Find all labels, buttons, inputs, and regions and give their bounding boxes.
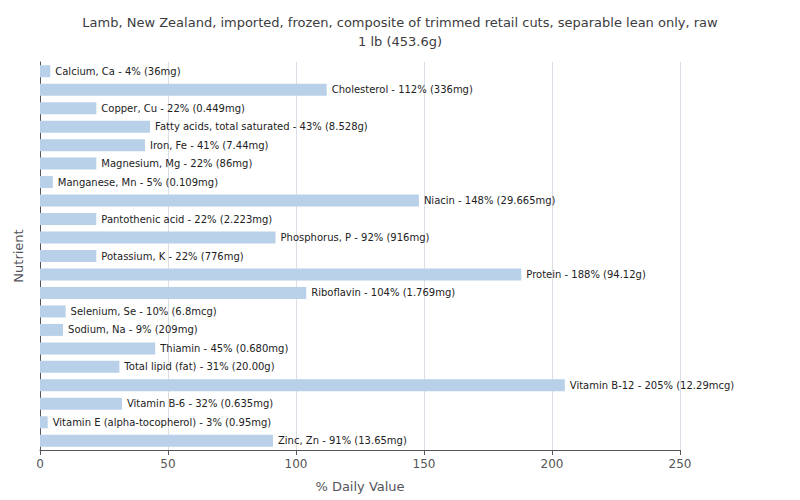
svg-text:Total lipid (fat) - 31% (20.00: Total lipid (fat) - 31% (20.00g) bbox=[123, 361, 274, 372]
svg-text:Calcium, Ca - 4% (36mg): Calcium, Ca - 4% (36mg) bbox=[55, 66, 180, 77]
svg-text:Niacin - 148% (29.665mg): Niacin - 148% (29.665mg) bbox=[424, 195, 556, 206]
svg-text:150: 150 bbox=[413, 457, 436, 471]
svg-text:Lamb, New Zealand, imported, f: Lamb, New Zealand, imported, frozen, com… bbox=[82, 15, 718, 30]
svg-text:Potassium, K - 22% (776mg): Potassium, K - 22% (776mg) bbox=[101, 251, 243, 262]
svg-text:200: 200 bbox=[541, 457, 564, 471]
svg-text:Fatty acids, total saturated -: Fatty acids, total saturated - 43% (8.52… bbox=[155, 121, 368, 132]
svg-text:Phosphorus, P - 92% (916mg): Phosphorus, P - 92% (916mg) bbox=[281, 232, 430, 243]
svg-text:Riboflavin - 104% (1.769mg): Riboflavin - 104% (1.769mg) bbox=[311, 287, 455, 298]
svg-text:100: 100 bbox=[285, 457, 308, 471]
svg-text:Zinc, Zn - 91% (13.65mg): Zinc, Zn - 91% (13.65mg) bbox=[278, 435, 407, 446]
svg-text:Manganese, Mn - 5% (0.109mg): Manganese, Mn - 5% (0.109mg) bbox=[58, 177, 218, 188]
svg-text:1 lb (453.6g): 1 lb (453.6g) bbox=[358, 34, 442, 49]
svg-text:50: 50 bbox=[160, 457, 175, 471]
svg-text:Nutrient: Nutrient bbox=[11, 229, 26, 282]
svg-text:Vitamin B-6 - 32% (0.635mg): Vitamin B-6 - 32% (0.635mg) bbox=[127, 398, 273, 409]
svg-text:Protein - 188% (94.12g): Protein - 188% (94.12g) bbox=[526, 269, 646, 280]
svg-text:Selenium, Se - 10% (6.8mcg): Selenium, Se - 10% (6.8mcg) bbox=[71, 306, 217, 317]
svg-text:Vitamin B-12 - 205% (12.29mcg): Vitamin B-12 - 205% (12.29mcg) bbox=[570, 380, 735, 391]
svg-text:Copper, Cu - 22% (0.449mg): Copper, Cu - 22% (0.449mg) bbox=[101, 103, 245, 114]
svg-text:Cholesterol - 112% (336mg): Cholesterol - 112% (336mg) bbox=[332, 84, 473, 95]
svg-text:0: 0 bbox=[36, 457, 44, 471]
svg-text:Thiamin - 45% (0.680mg): Thiamin - 45% (0.680mg) bbox=[159, 343, 288, 354]
svg-text:Sodium, Na - 9% (209mg): Sodium, Na - 9% (209mg) bbox=[68, 324, 198, 335]
svg-text:Pantothenic acid - 22% (2.223m: Pantothenic acid - 22% (2.223mg) bbox=[101, 214, 272, 225]
svg-text:250: 250 bbox=[669, 457, 692, 471]
svg-text:Magnesium, Mg - 22% (86mg): Magnesium, Mg - 22% (86mg) bbox=[101, 158, 252, 169]
svg-text:% Daily Value: % Daily Value bbox=[315, 479, 404, 494]
svg-text:Iron, Fe - 41% (7.44mg): Iron, Fe - 41% (7.44mg) bbox=[150, 140, 269, 151]
svg-text:Vitamin E (alpha-tocopherol) -: Vitamin E (alpha-tocopherol) - 3% (0.95m… bbox=[53, 417, 272, 428]
